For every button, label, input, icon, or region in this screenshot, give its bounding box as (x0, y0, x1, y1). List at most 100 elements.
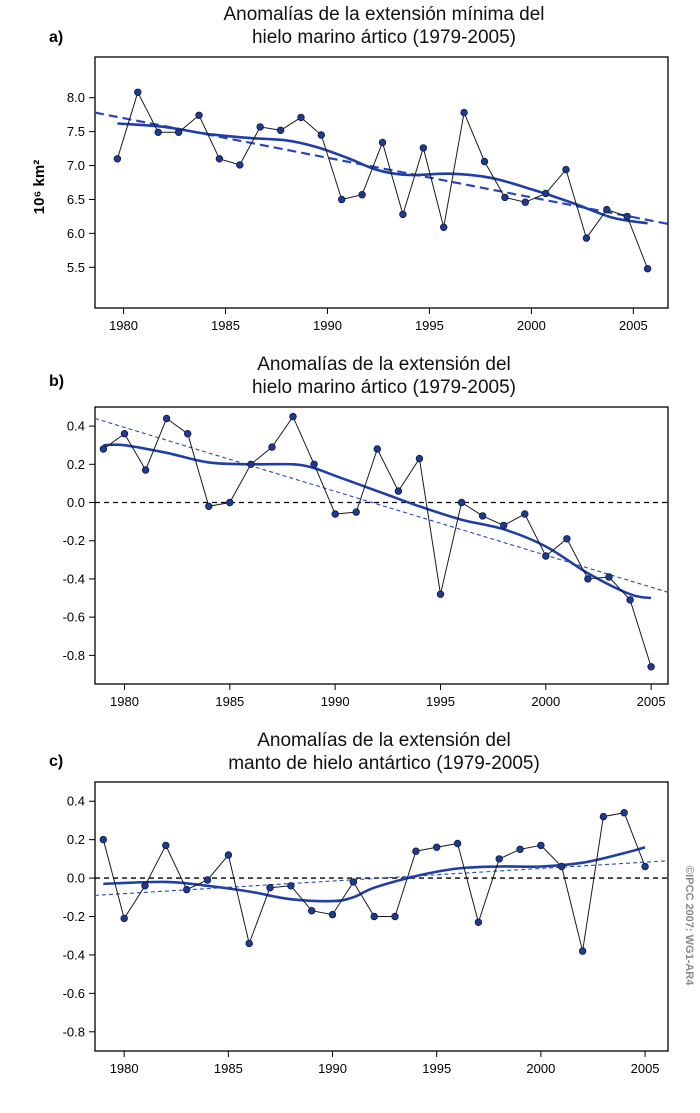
data-point (162, 414, 171, 423)
y-tick-label: 8.0 (67, 90, 85, 105)
chart-panel-b: b) Anomalías de la extensión del hielo m… (49, 354, 669, 709)
data-point (310, 460, 318, 468)
y-tick-label: 0.0 (67, 495, 85, 510)
data-point (495, 855, 503, 863)
y-tick-label: -0.6 (63, 986, 85, 1001)
data-point (460, 108, 468, 117)
y-tick-label: -0.8 (63, 648, 85, 663)
data-point (203, 876, 212, 884)
panel-label: a) (49, 29, 63, 46)
chart-panel-a: a) Anomalías de la extensión mínima del … (31, 4, 669, 333)
data-point (453, 839, 462, 848)
data-point (603, 205, 611, 214)
data-point (370, 912, 378, 921)
data-point (268, 443, 276, 451)
x-tick-label: 2005 (637, 694, 666, 709)
y-tick-label: 0.4 (67, 419, 85, 434)
plot-frame (94, 406, 669, 685)
data-point (542, 189, 550, 198)
data-point (154, 128, 162, 136)
x-tick-label: 2005 (619, 318, 648, 333)
data-point (308, 907, 316, 915)
data-point (412, 847, 420, 855)
y-tick-label: -0.2 (63, 909, 85, 924)
data-point (134, 88, 142, 96)
x-tick-label: 2000 (517, 318, 546, 333)
x-tick-label: 1980 (110, 694, 139, 709)
data-point (623, 212, 631, 221)
x-tick-label: 1995 (415, 318, 444, 333)
data-point (289, 412, 297, 421)
data-point (297, 113, 305, 122)
x-tick-label: 1995 (426, 694, 455, 709)
data-point (626, 596, 634, 604)
data-point (584, 575, 592, 583)
data-point (478, 512, 487, 520)
data-point (641, 862, 649, 871)
y-tick-label: -0.6 (63, 610, 85, 625)
data-point (317, 131, 325, 139)
data-point (358, 190, 366, 199)
smoothed-curve (117, 122, 648, 225)
x-tick-label: 1995 (422, 1061, 451, 1076)
y-tick-label: 0.0 (67, 871, 85, 886)
data-point (287, 882, 295, 890)
data-point (415, 454, 424, 463)
data-point (245, 939, 253, 948)
data-point (500, 521, 508, 530)
y-tick-label: 6.0 (67, 226, 85, 241)
data-point (647, 663, 655, 671)
data-point (226, 498, 234, 507)
y-tick-label: -0.2 (63, 533, 85, 548)
data-point (433, 843, 441, 851)
data-point (266, 884, 274, 892)
data-point (338, 195, 346, 204)
smoothed-curve (103, 443, 652, 600)
data-point (391, 912, 399, 921)
data-point (183, 430, 192, 438)
plot-frame (94, 56, 669, 309)
data-point (537, 841, 545, 850)
data-point (562, 165, 570, 174)
data-point (563, 535, 571, 543)
data-point (436, 590, 445, 598)
smoothed-curve (103, 846, 646, 903)
data-point (599, 812, 608, 821)
panel-label: b) (49, 373, 64, 390)
data-point (399, 210, 407, 219)
data-point (113, 155, 122, 163)
data-point (578, 947, 587, 955)
data-point (331, 510, 339, 518)
x-tick-label: 1985 (215, 694, 244, 709)
data-point (521, 198, 529, 206)
data-point (643, 265, 652, 273)
x-tick-label: 2005 (631, 1061, 660, 1076)
data-point (516, 845, 524, 853)
data-point (120, 914, 128, 923)
data-point (141, 466, 150, 474)
data-point (352, 508, 360, 516)
panel-label: c) (49, 753, 63, 770)
data-point (328, 910, 337, 919)
chart-title-line-2: manto de hielo antártico (1979-2005) (228, 753, 540, 774)
data-point (394, 487, 403, 495)
trend-line (94, 417, 669, 593)
data-point (215, 155, 224, 163)
x-tick-label: 1980 (110, 1061, 139, 1076)
data-point (174, 128, 183, 136)
y-tick-label: 0.4 (67, 794, 85, 809)
data-point (141, 882, 149, 890)
data-point (247, 460, 255, 468)
data-point (195, 111, 203, 119)
data-point (236, 161, 244, 169)
x-tick-label: 1985 (211, 318, 240, 333)
chart-title-line-1: Anomalías de la extensión del (257, 730, 511, 751)
chart-title-line-1: Anomalías de la extensión del (257, 354, 511, 375)
data-point (120, 430, 129, 438)
data-point (99, 445, 108, 453)
data-point (224, 851, 233, 859)
data-point (276, 126, 285, 134)
data-point (620, 809, 628, 817)
data-point (419, 144, 427, 152)
